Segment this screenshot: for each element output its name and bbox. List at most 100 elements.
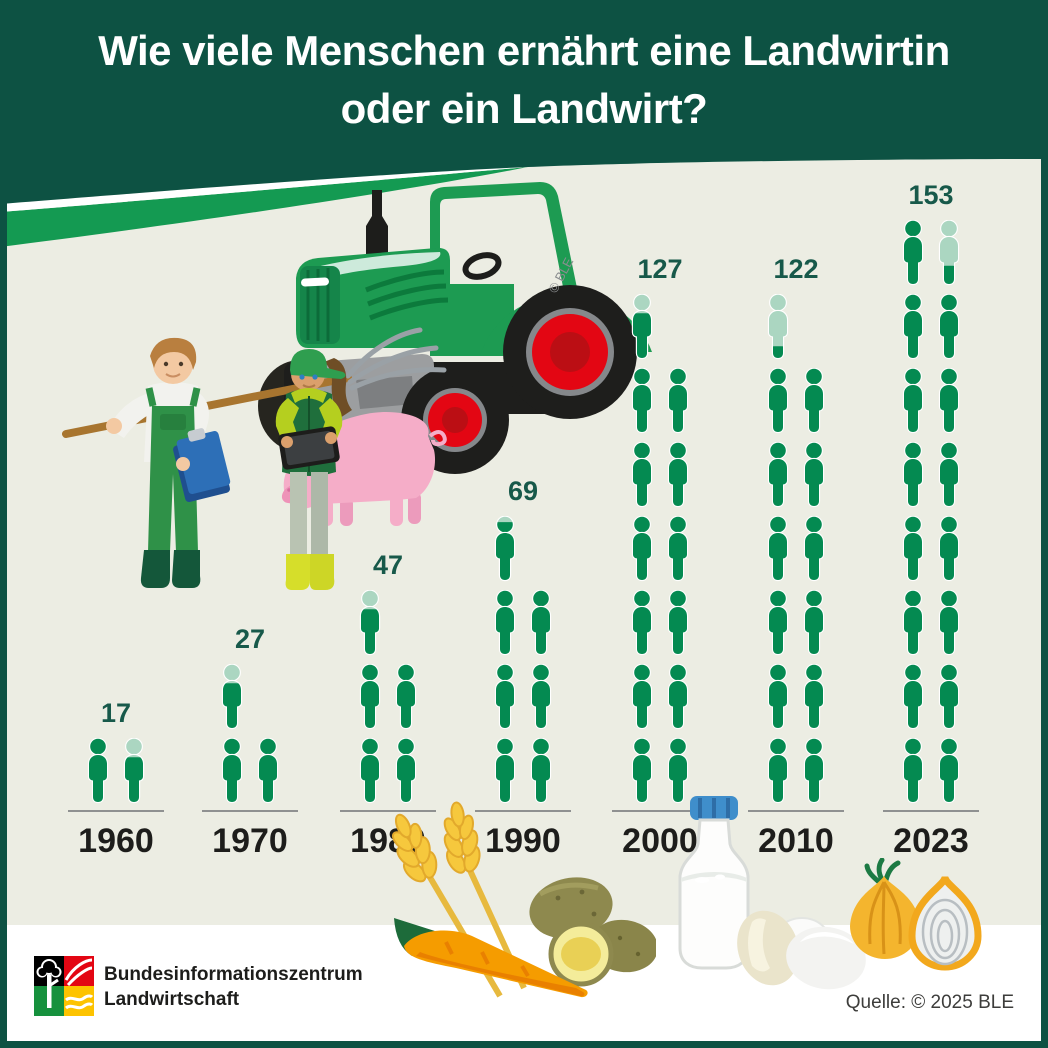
value-label: 27 bbox=[234, 623, 266, 654]
icon-cell bbox=[899, 737, 927, 804]
icon-row bbox=[491, 589, 555, 656]
icon-cell bbox=[899, 515, 927, 582]
potatoes-icon bbox=[529, 877, 656, 987]
person-icon bbox=[899, 367, 927, 434]
icon-cell bbox=[392, 663, 420, 730]
logo-text-line-1: Bundesinformationszentrum bbox=[104, 964, 363, 985]
ble-logo bbox=[34, 956, 94, 1016]
icon-cell bbox=[218, 663, 246, 730]
person-icon-partial bbox=[120, 737, 148, 804]
axis-line bbox=[340, 809, 436, 812]
icon-cell bbox=[800, 589, 828, 656]
year-label: 2010 bbox=[758, 822, 834, 860]
person-icon bbox=[800, 663, 828, 730]
icon-row bbox=[764, 515, 828, 582]
icon-cell bbox=[800, 441, 828, 508]
person-icon bbox=[935, 737, 963, 804]
icon-row bbox=[899, 441, 963, 508]
person-icon bbox=[218, 737, 246, 804]
title-line-2: oder ein Landwirt? bbox=[340, 85, 708, 132]
person-icon bbox=[764, 441, 792, 508]
icon-row bbox=[218, 663, 282, 730]
icon-row bbox=[764, 293, 828, 360]
person-icon bbox=[664, 367, 692, 434]
icon-row bbox=[628, 589, 692, 656]
icon-row bbox=[899, 293, 963, 360]
icon-row bbox=[764, 737, 828, 804]
icon-cell bbox=[254, 737, 282, 804]
icon-stack bbox=[218, 663, 282, 804]
icon-cell bbox=[764, 367, 792, 434]
icon-cell bbox=[628, 441, 656, 508]
eggs-icon bbox=[737, 910, 866, 990]
person-icon-partial bbox=[491, 515, 519, 582]
person-icon bbox=[899, 515, 927, 582]
icon-row bbox=[628, 663, 692, 730]
icon-row bbox=[899, 515, 963, 582]
person-icon bbox=[800, 367, 828, 434]
person-icon bbox=[935, 367, 963, 434]
person-icon bbox=[935, 515, 963, 582]
person-icon bbox=[491, 737, 519, 804]
icon-cell bbox=[218, 737, 246, 804]
person-icon bbox=[800, 441, 828, 508]
person-icon bbox=[935, 663, 963, 730]
axis-line bbox=[202, 809, 298, 812]
icon-row bbox=[84, 737, 148, 804]
icon-row bbox=[628, 293, 692, 360]
icon-row bbox=[356, 663, 420, 730]
person-icon bbox=[800, 515, 828, 582]
person-icon bbox=[664, 441, 692, 508]
person-icon bbox=[935, 293, 963, 360]
icon-cell bbox=[628, 737, 656, 804]
person-icon bbox=[628, 663, 656, 730]
person-icon-partial bbox=[628, 293, 656, 360]
icon-cell-empty bbox=[254, 664, 282, 730]
icon-cell bbox=[899, 293, 927, 360]
page-title: Wie viele Menschen ernährt eine Landwirt… bbox=[0, 22, 1048, 138]
icon-cell bbox=[356, 737, 384, 804]
icon-cell-empty bbox=[392, 590, 420, 656]
pictogram-column-2000: 127 2000 bbox=[612, 254, 708, 860]
person-icon bbox=[899, 441, 927, 508]
logo-text-line-2: Landwirtschaft bbox=[104, 989, 240, 1010]
person-icon bbox=[899, 663, 927, 730]
person-icon bbox=[356, 663, 384, 730]
icon-cell bbox=[664, 441, 692, 508]
pictogram-column-1990: 69 1990 bbox=[475, 476, 571, 860]
icon-cell bbox=[527, 663, 555, 730]
icon-cell bbox=[491, 589, 519, 656]
pictogram-column-1970: 27 1970 bbox=[202, 623, 298, 860]
icon-row bbox=[899, 219, 963, 286]
person-icon bbox=[664, 515, 692, 582]
icon-cell bbox=[935, 441, 963, 508]
person-icon bbox=[664, 737, 692, 804]
person-icon bbox=[392, 663, 420, 730]
icon-row bbox=[764, 367, 828, 434]
icon-cell bbox=[628, 663, 656, 730]
icon-cell bbox=[899, 441, 927, 508]
axis-line bbox=[883, 809, 979, 812]
person-icon bbox=[764, 367, 792, 434]
icon-cell bbox=[527, 737, 555, 804]
person-icon-partial bbox=[356, 589, 384, 656]
farmers-illustration bbox=[62, 327, 447, 590]
axis-line bbox=[68, 809, 164, 812]
icon-cell-empty bbox=[800, 294, 828, 360]
icon-cell bbox=[800, 663, 828, 730]
icon-row bbox=[491, 663, 555, 730]
person-icon bbox=[527, 737, 555, 804]
farmer-with-tablet bbox=[275, 349, 352, 590]
person-icon bbox=[628, 515, 656, 582]
onions-illustration bbox=[850, 858, 982, 971]
year-label: 2000 bbox=[622, 822, 698, 860]
year-label: 1970 bbox=[212, 822, 288, 860]
person-icon bbox=[800, 737, 828, 804]
person-icon-partial bbox=[764, 293, 792, 360]
icon-cell bbox=[664, 589, 692, 656]
icon-cell bbox=[664, 515, 692, 582]
person-icon bbox=[664, 663, 692, 730]
icon-cell bbox=[899, 367, 927, 434]
